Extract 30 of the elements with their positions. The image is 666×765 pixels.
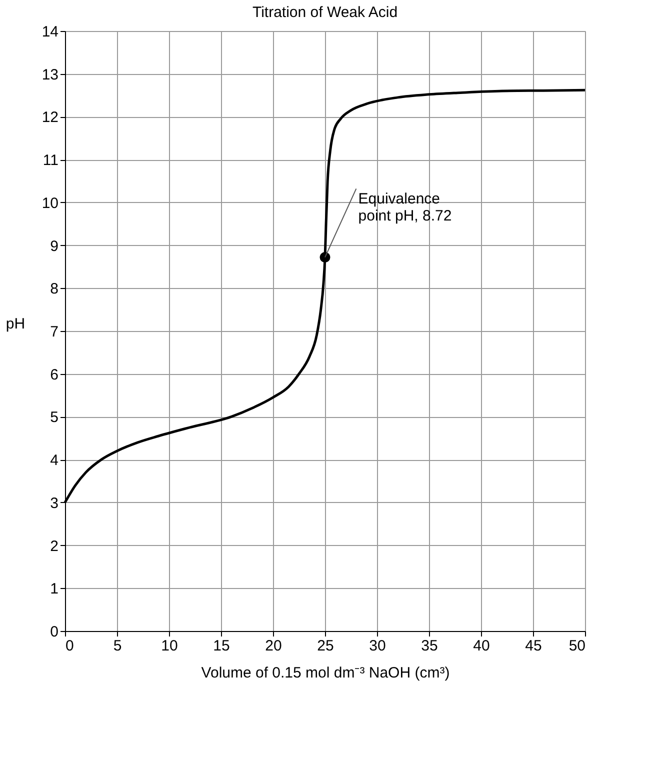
y-tick-label: 7	[50, 324, 58, 340]
x-tick-label: 50	[568, 638, 586, 654]
y-tick-label: 5	[50, 409, 58, 426]
y-tick-label: 6	[50, 366, 58, 384]
y-tick-label: 10	[42, 194, 58, 212]
y-tick-label: 11	[42, 152, 58, 170]
y-tick-label: 14	[42, 24, 58, 40]
x-tick-label: 0	[66, 638, 74, 654]
y-tick-label: 4	[50, 452, 58, 470]
x-tick-label: 25	[317, 638, 334, 654]
y-tick-label: 9	[50, 238, 58, 255]
x-tick-label: 20	[265, 638, 282, 654]
y-axis-title: pH	[6, 316, 26, 332]
x-tick-label: 45	[525, 638, 542, 654]
x-tick-label: 35	[421, 638, 438, 654]
y-tick-label: 13	[42, 66, 58, 84]
y-tick-label: 3	[50, 494, 58, 512]
chart-title: Titration of Weak Acid	[252, 4, 398, 21]
y-tick-label: 12	[42, 109, 58, 126]
annotation: Equivalence point pH, 8.72	[358, 190, 452, 225]
x-tick-label: 15	[213, 638, 230, 654]
x-tick-label: 30	[369, 638, 386, 654]
y-tick-label: 8	[50, 280, 58, 298]
x-axis-title: Volume of 0.15 mol dm⁻³ NaOH (cm³)	[201, 664, 450, 682]
x-tick-label: 10	[161, 638, 178, 654]
x-tick-label: 5	[113, 638, 122, 654]
y-tick-label: 1	[50, 580, 58, 598]
x-tick-label: 40	[473, 638, 490, 654]
y-tick-label: 2	[50, 538, 58, 555]
y-tick-label: 0	[50, 624, 58, 640]
